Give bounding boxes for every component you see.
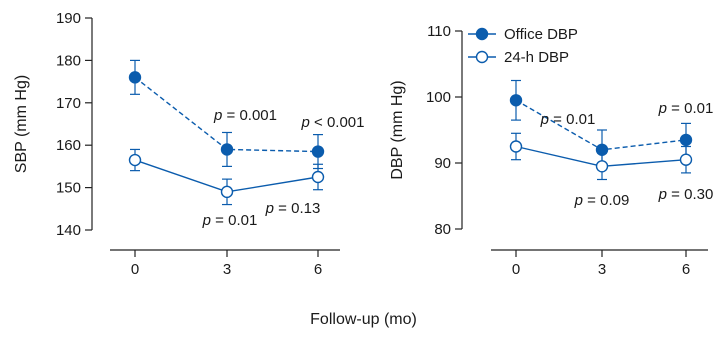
p-value-annotation: p = 0.01 <box>658 100 714 117</box>
p-value-annotation: p < 0.001 <box>301 114 365 131</box>
data-point <box>220 143 234 156</box>
data-point <box>595 160 609 173</box>
p-value-text: = 0.09 <box>583 192 629 209</box>
data-point <box>679 153 693 166</box>
p-symbol: p <box>658 100 667 117</box>
legend-marker <box>475 50 489 64</box>
data-point <box>509 94 523 107</box>
legend-label: Office DBP <box>504 26 578 43</box>
x-tick-label: 0 <box>131 261 139 278</box>
y-tick-label: 80 <box>434 221 451 238</box>
y-axis-title: DBP (mm Hg) <box>389 80 406 179</box>
p-value-text: = 0.30 <box>667 186 713 203</box>
p-symbol: p <box>265 200 274 217</box>
legend-marker <box>475 27 489 41</box>
legend-item-ambulatory: 24-h DBP <box>468 49 569 66</box>
data-point <box>311 170 325 184</box>
p-value-text: = 0.01 <box>667 100 713 117</box>
p-symbol: p <box>574 192 583 209</box>
data-point <box>509 140 523 153</box>
p-symbol: p <box>202 212 211 229</box>
y-tick-label: 140 <box>56 222 81 239</box>
x-tick-label: 6 <box>314 261 322 278</box>
data-point <box>128 153 142 167</box>
p-symbol: p <box>658 186 667 203</box>
p-value-text: = 0.01 <box>549 111 595 128</box>
p-value-annotation: p = 0.001 <box>213 107 277 124</box>
p-symbol: p <box>540 111 549 128</box>
y-tick-label: 160 <box>56 137 81 154</box>
data-point <box>128 71 142 84</box>
p-value-text: = 0.001 <box>222 107 277 124</box>
series-ambulatory <box>128 148 325 206</box>
y-tick-label: 170 <box>56 95 81 112</box>
y-tick-label: 90 <box>434 155 451 172</box>
x-tick-label: 0 <box>512 261 520 278</box>
y-tick-label: 150 <box>56 180 81 197</box>
p-value-annotation: p = 0.01 <box>540 111 596 128</box>
legend-item-office: Office DBP <box>468 26 578 43</box>
legend-label: 24-h DBP <box>504 49 569 66</box>
y-axis-title: SBP (mm Hg) <box>13 75 30 173</box>
p-value-annotation: p = 0.09 <box>574 192 630 209</box>
p-value-annotation: p = 0.01 <box>202 212 258 229</box>
legend: Office DBP 24-h DBP <box>468 26 578 66</box>
x-tick-label: 3 <box>223 261 231 278</box>
y-tick-label: 190 <box>56 10 81 27</box>
y-tick-label: 180 <box>56 52 81 69</box>
shared-x-axis-label: Follow-up (mo) <box>310 311 417 328</box>
data-point <box>220 185 234 199</box>
x-tick-label: 6 <box>682 261 690 278</box>
p-value-text: < 0.001 <box>310 114 365 131</box>
y-tick-label: 110 <box>427 23 451 40</box>
series-ambulatory <box>509 132 693 181</box>
p-value-text: = 0.13 <box>274 200 320 217</box>
data-point <box>311 145 325 158</box>
x-tick-label: 3 <box>598 261 606 278</box>
chart-panel-1: 140 150 160 170 180 190 0 3 6 SBP (mm Hg) p = 0.00… <box>13 10 364 278</box>
p-value-annotation: p = 0.30 <box>658 186 714 203</box>
series-office <box>509 79 693 171</box>
p-symbol: p <box>213 107 222 124</box>
data-point <box>679 133 693 147</box>
p-value-annotation: p = 0.13 <box>265 200 321 217</box>
series-office <box>128 59 325 170</box>
p-value-text: = 0.01 <box>211 212 257 229</box>
y-tick-label: 100 <box>426 89 451 106</box>
p-symbol: p <box>301 114 310 131</box>
